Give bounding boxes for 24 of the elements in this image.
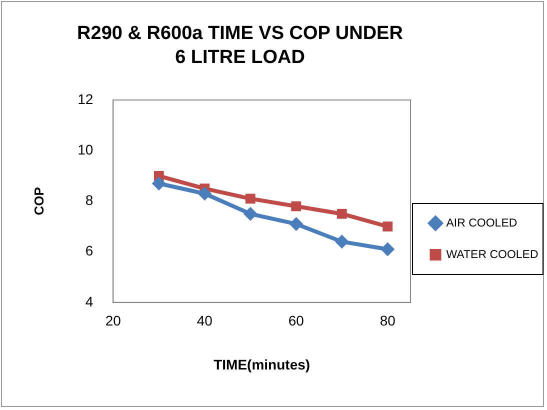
point bbox=[289, 216, 304, 231]
y-tick-label: 6 bbox=[85, 242, 94, 259]
x-tick-label: 40 bbox=[196, 312, 213, 329]
point bbox=[334, 234, 349, 249]
legend-label: AIR COOLED bbox=[446, 217, 518, 230]
point bbox=[291, 201, 302, 212]
y-tick-label: 10 bbox=[78, 141, 94, 158]
y-axis-title: COP bbox=[31, 186, 46, 216]
point bbox=[198, 186, 212, 201]
x-tick-label: 80 bbox=[380, 312, 396, 329]
legend-label: WATER COOLED bbox=[446, 248, 538, 261]
x-tick-label: 20 bbox=[105, 312, 122, 329]
point bbox=[152, 176, 166, 190]
y-tick-label: 8 bbox=[85, 192, 94, 208]
x-axis-title: TIME(minutes) bbox=[214, 356, 310, 372]
point bbox=[382, 222, 393, 232]
chart-title: R290 & R600a TIME VS COP UNDER 6 LITRE LOAD bbox=[76, 22, 404, 70]
point bbox=[243, 206, 258, 221]
point bbox=[245, 194, 256, 204]
point bbox=[336, 208, 347, 219]
y-tick-label: 4 bbox=[85, 293, 94, 310]
y-tick-label: 12 bbox=[78, 90, 94, 107]
x-tick-label: 60 bbox=[288, 312, 304, 329]
point bbox=[380, 242, 395, 256]
